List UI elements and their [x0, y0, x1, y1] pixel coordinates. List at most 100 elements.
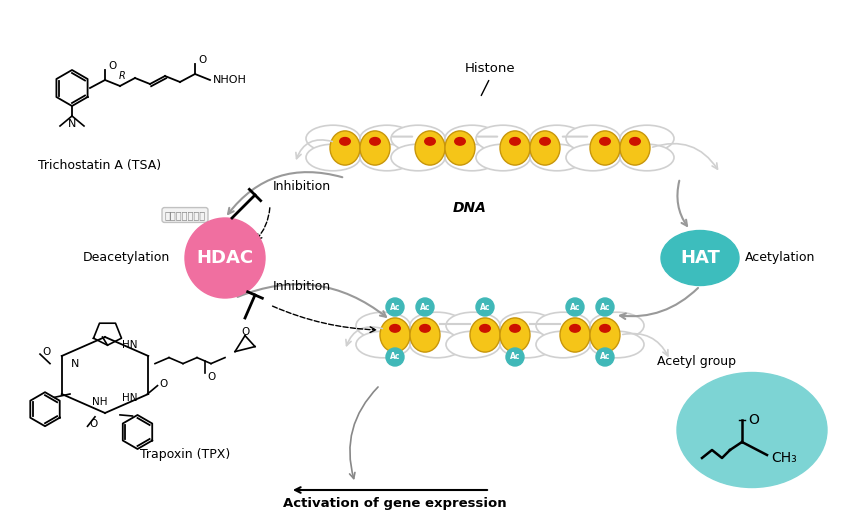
Ellipse shape [446, 331, 500, 358]
Text: Ac: Ac [569, 302, 580, 311]
Ellipse shape [529, 125, 583, 152]
Text: NHOH: NHOH [213, 75, 246, 85]
Circle shape [386, 348, 403, 366]
Ellipse shape [500, 331, 554, 358]
Ellipse shape [529, 144, 583, 171]
Ellipse shape [589, 312, 643, 339]
Text: 点击查看源网页: 点击查看源网页 [165, 210, 205, 220]
Text: Acetyl group: Acetyl group [657, 355, 735, 369]
Ellipse shape [560, 318, 589, 352]
Text: Ac: Ac [389, 302, 400, 311]
Text: NH: NH [92, 396, 108, 406]
Text: O: O [89, 419, 98, 429]
Text: Ac: Ac [599, 352, 609, 362]
Text: N: N [71, 359, 79, 369]
Ellipse shape [599, 138, 609, 145]
Text: O: O [42, 347, 50, 357]
Ellipse shape [454, 138, 465, 145]
Ellipse shape [370, 138, 380, 145]
Text: Trapoxin (TPX): Trapoxin (TPX) [140, 448, 230, 461]
Ellipse shape [414, 131, 445, 165]
Text: Inhibition: Inhibition [273, 280, 331, 293]
Text: DNA: DNA [452, 201, 486, 215]
Ellipse shape [539, 138, 549, 145]
Text: R: R [118, 71, 125, 81]
Circle shape [595, 298, 614, 316]
Ellipse shape [629, 138, 640, 145]
Ellipse shape [391, 125, 445, 152]
Text: O: O [197, 55, 206, 65]
Ellipse shape [509, 324, 520, 332]
Ellipse shape [619, 131, 649, 165]
Ellipse shape [445, 144, 499, 171]
Ellipse shape [330, 131, 360, 165]
Text: HDAC: HDAC [196, 249, 253, 267]
Ellipse shape [660, 230, 738, 286]
Ellipse shape [360, 131, 390, 165]
Ellipse shape [479, 324, 490, 332]
Ellipse shape [529, 131, 560, 165]
Ellipse shape [425, 138, 435, 145]
Text: Histone: Histone [464, 62, 515, 75]
Text: Ac: Ac [389, 352, 400, 362]
Ellipse shape [445, 125, 499, 152]
Ellipse shape [409, 312, 463, 339]
Ellipse shape [599, 324, 609, 332]
Ellipse shape [409, 318, 440, 352]
Ellipse shape [565, 144, 619, 171]
Ellipse shape [445, 131, 474, 165]
Ellipse shape [339, 138, 349, 145]
Circle shape [595, 348, 614, 366]
Ellipse shape [391, 144, 445, 171]
Ellipse shape [569, 324, 580, 332]
Ellipse shape [500, 312, 554, 339]
Ellipse shape [589, 131, 619, 165]
Circle shape [565, 298, 583, 316]
Text: N: N [68, 119, 76, 129]
Circle shape [506, 348, 523, 366]
Ellipse shape [589, 318, 619, 352]
Ellipse shape [500, 131, 529, 165]
Text: HAT: HAT [679, 249, 719, 267]
Text: Ac: Ac [479, 302, 490, 311]
Ellipse shape [619, 144, 674, 171]
Ellipse shape [380, 318, 409, 352]
Text: O: O [108, 61, 116, 71]
Circle shape [386, 298, 403, 316]
Ellipse shape [389, 324, 400, 332]
Circle shape [415, 298, 434, 316]
Ellipse shape [469, 318, 500, 352]
Ellipse shape [355, 312, 409, 339]
Circle shape [185, 218, 265, 298]
Circle shape [475, 298, 494, 316]
Text: Trichostatin A (TSA): Trichostatin A (TSA) [38, 159, 161, 172]
Ellipse shape [500, 318, 529, 352]
Ellipse shape [355, 331, 409, 358]
Ellipse shape [360, 144, 414, 171]
Text: Ac: Ac [509, 352, 520, 362]
Ellipse shape [475, 144, 529, 171]
Ellipse shape [509, 138, 520, 145]
Ellipse shape [619, 125, 674, 152]
Text: Deacetylation: Deacetylation [83, 251, 170, 265]
Text: O: O [241, 327, 250, 337]
Text: O: O [207, 372, 215, 382]
Text: Ac: Ac [419, 302, 430, 311]
Text: Ac: Ac [599, 302, 609, 311]
Text: O: O [160, 379, 168, 388]
Ellipse shape [306, 144, 360, 171]
Text: HN: HN [122, 340, 138, 350]
Ellipse shape [306, 125, 360, 152]
Text: Acetylation: Acetylation [744, 251, 814, 265]
Ellipse shape [565, 125, 619, 152]
Ellipse shape [475, 125, 529, 152]
Ellipse shape [360, 125, 414, 152]
Ellipse shape [535, 312, 589, 339]
Ellipse shape [676, 373, 826, 488]
Ellipse shape [535, 331, 589, 358]
Ellipse shape [409, 331, 463, 358]
Text: CH₃: CH₃ [770, 451, 796, 465]
Text: Inhibition: Inhibition [273, 181, 331, 194]
Text: HN: HN [122, 393, 138, 403]
Ellipse shape [446, 312, 500, 339]
